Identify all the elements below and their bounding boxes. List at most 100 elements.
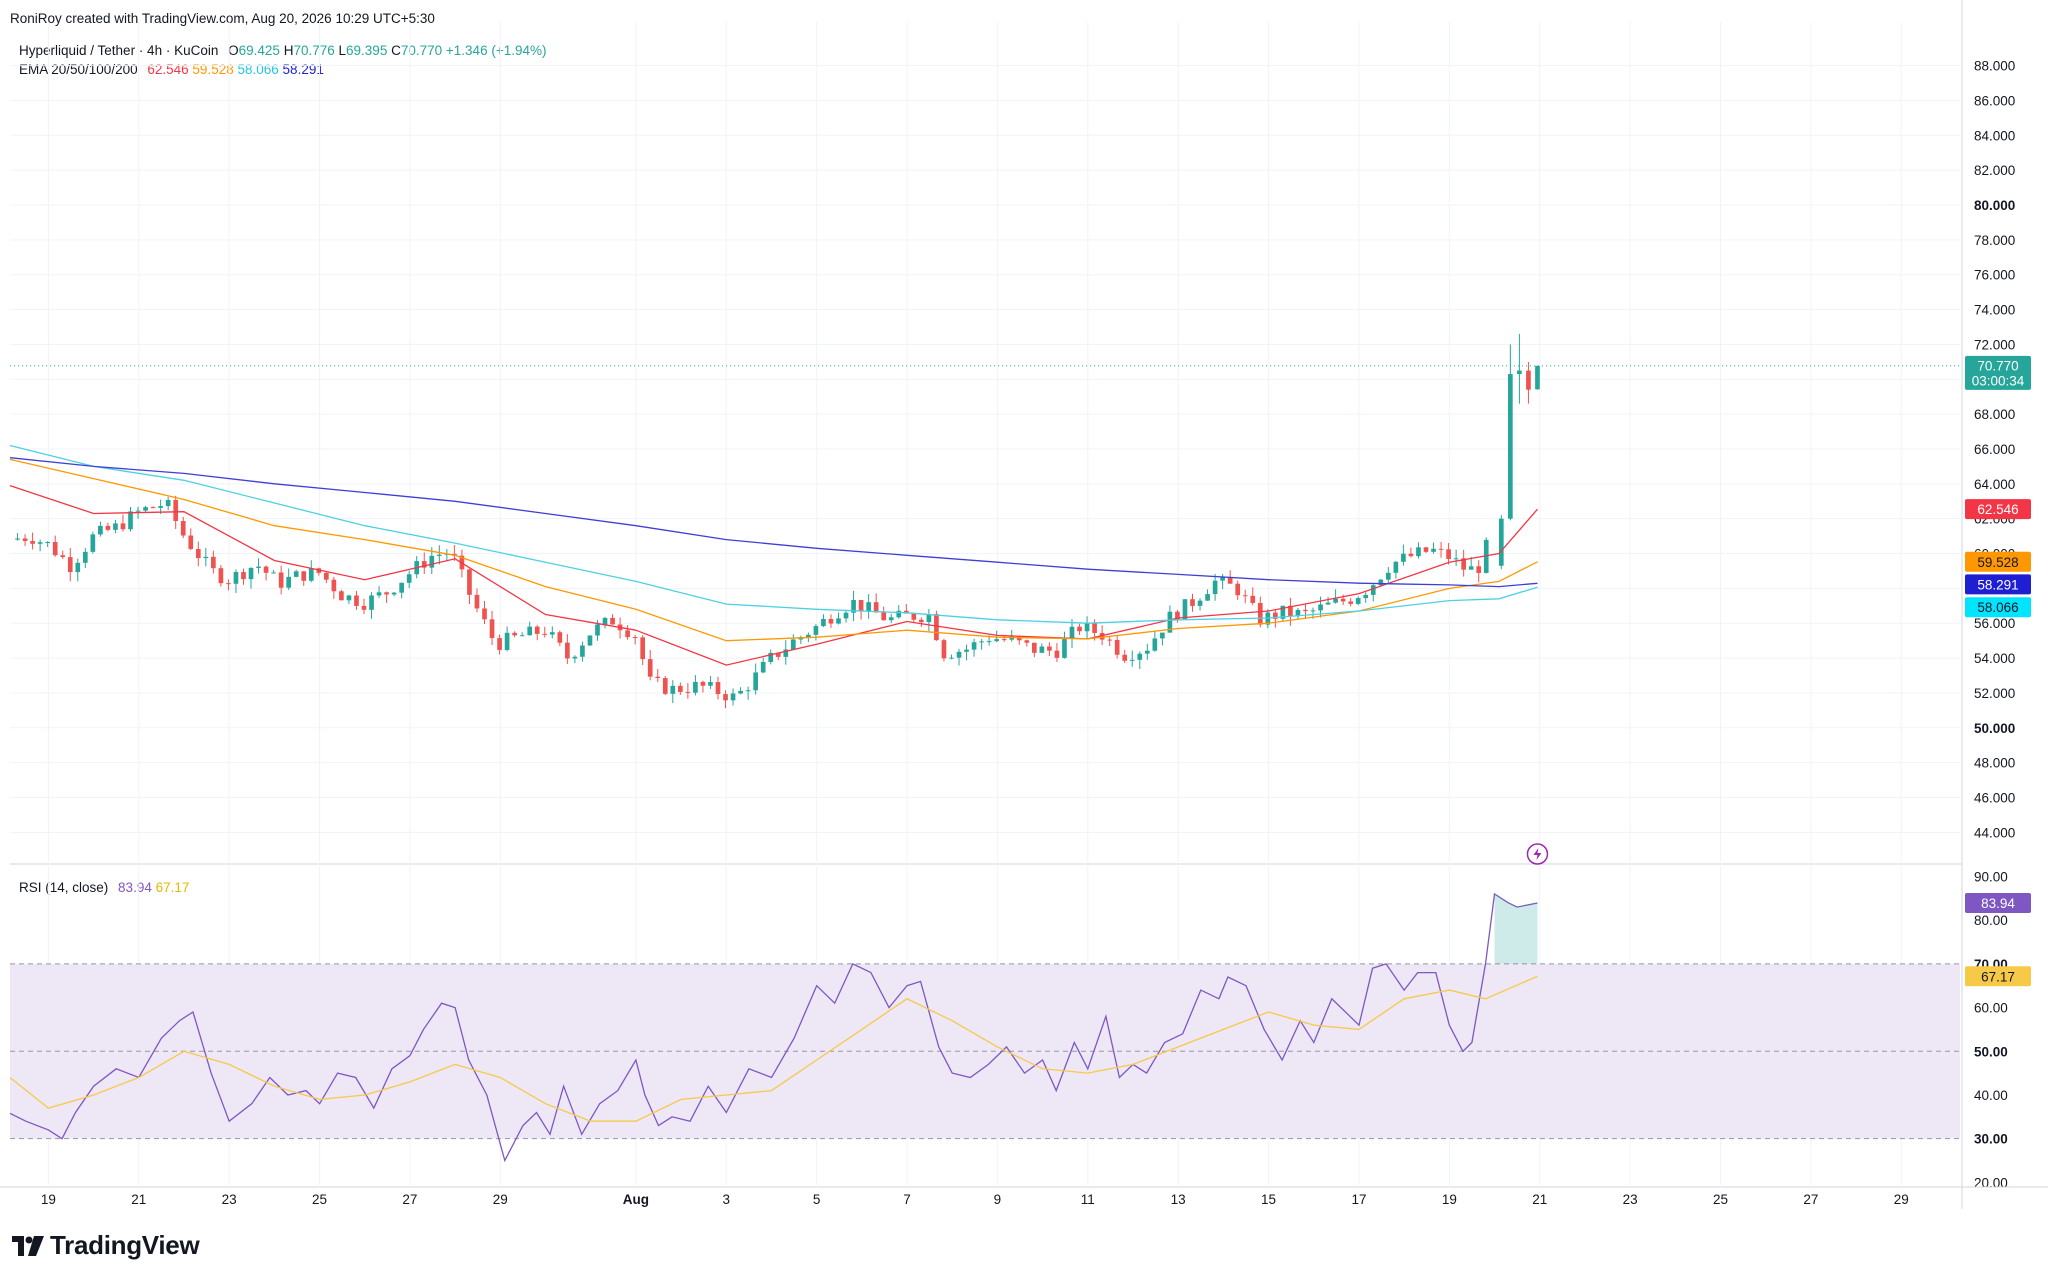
- candle-up[interactable]: [429, 555, 435, 568]
- candle-down[interactable]: [173, 499, 179, 521]
- candle-down[interactable]: [941, 640, 947, 659]
- candle-up[interactable]: [286, 576, 292, 588]
- ema50-line[interactable]: [9, 458, 1538, 642]
- candle-up[interactable]: [406, 574, 412, 583]
- candle-up[interactable]: [1280, 605, 1286, 619]
- candle-down[interactable]: [211, 556, 216, 569]
- candle-up[interactable]: [738, 690, 743, 694]
- candle-up[interactable]: [1378, 579, 1384, 586]
- candle-down[interactable]: [218, 568, 224, 584]
- candle-down[interactable]: [1242, 595, 1248, 597]
- candle-down[interactable]: [1054, 650, 1060, 658]
- candle-up[interactable]: [1431, 548, 1436, 552]
- chart-canvas[interactable]: 88.000 86.000 84.000 82.000 80.000 78.000 76.0…: [0, 0, 2048, 1225]
- candle-down[interactable]: [1107, 639, 1112, 641]
- candle-up[interactable]: [806, 634, 811, 638]
- candle-down[interactable]: [715, 682, 721, 695]
- candle-up[interactable]: [670, 685, 676, 694]
- candle-down[interactable]: [1122, 654, 1128, 661]
- candle-down[interactable]: [22, 538, 28, 542]
- candle-up[interactable]: [1310, 610, 1316, 612]
- candle-up[interactable]: [1212, 580, 1218, 595]
- candle-down[interactable]: [542, 633, 548, 635]
- candle-down[interactable]: [1227, 576, 1233, 584]
- candle-up[interactable]: [45, 541, 50, 543]
- candle-up[interactable]: [519, 635, 525, 637]
- candle-up[interactable]: [1220, 576, 1225, 581]
- candle-down[interactable]: [1438, 548, 1444, 550]
- candle-up[interactable]: [135, 510, 141, 512]
- candle-up[interactable]: [866, 602, 871, 612]
- candle-down[interactable]: [1288, 605, 1293, 617]
- candle-up[interactable]: [1182, 599, 1188, 620]
- candle-up[interactable]: [376, 592, 382, 596]
- candle-down[interactable]: [512, 632, 517, 636]
- candle-up[interactable]: [293, 571, 299, 577]
- candle-up[interactable]: [1508, 374, 1513, 519]
- candle-down[interactable]: [195, 548, 201, 559]
- candle-up[interactable]: [896, 610, 902, 618]
- candle-down[interactable]: [775, 652, 781, 657]
- candle-up[interactable]: [1205, 594, 1210, 601]
- candle-up[interactable]: [760, 661, 766, 673]
- candle-down[interactable]: [534, 626, 540, 634]
- candle-down[interactable]: [1446, 549, 1451, 560]
- candle-up[interactable]: [1197, 600, 1203, 606]
- candle-up[interactable]: [1498, 518, 1504, 566]
- candle-up[interactable]: [1325, 602, 1331, 605]
- candle-up[interactable]: [1069, 626, 1075, 640]
- candle-up[interactable]: [986, 641, 992, 643]
- candle-up[interactable]: [1129, 659, 1135, 661]
- candle-down[interactable]: [828, 618, 834, 624]
- candle-up[interactable]: [693, 681, 698, 693]
- candle-down[interactable]: [655, 676, 661, 679]
- candle-up[interactable]: [203, 556, 209, 559]
- candle-up[interactable]: [369, 595, 374, 610]
- candle-down[interactable]: [339, 591, 344, 601]
- candle-down[interactable]: [1348, 601, 1354, 604]
- candle-down[interactable]: [557, 632, 563, 643]
- candle-down[interactable]: [301, 571, 307, 581]
- candle-up[interactable]: [1295, 609, 1301, 617]
- candle-down[interactable]: [1024, 640, 1030, 643]
- candle-up[interactable]: [1318, 604, 1323, 611]
- candle-up[interactable]: [1167, 611, 1173, 633]
- rsi-ma-line[interactable]: [9, 975, 1538, 1122]
- candle-up[interactable]: [821, 618, 826, 627]
- candle-up[interactable]: [527, 626, 533, 636]
- candle-down[interactable]: [60, 555, 66, 558]
- candle-up[interactable]: [98, 525, 103, 535]
- candle-up[interactable]: [1370, 585, 1376, 595]
- candle-up[interactable]: [730, 693, 736, 701]
- candle-up[interactable]: [708, 682, 713, 686]
- candle-down[interactable]: [30, 541, 35, 544]
- candle-up[interactable]: [90, 534, 96, 552]
- candle-down[interactable]: [1114, 639, 1120, 655]
- candle-down[interactable]: [1047, 646, 1052, 651]
- candle-up[interactable]: [836, 618, 841, 624]
- candle-up[interactable]: [1416, 547, 1421, 557]
- candle-down[interactable]: [226, 583, 231, 585]
- candle-up[interactable]: [37, 542, 43, 544]
- candle-up[interactable]: [143, 507, 148, 511]
- candle-up[interactable]: [813, 626, 819, 635]
- candle-up[interactable]: [1483, 539, 1489, 573]
- candle-down[interactable]: [1092, 622, 1097, 633]
- candle-up[interactable]: [572, 656, 578, 659]
- candle-down[interactable]: [647, 659, 653, 677]
- candle-down[interactable]: [1273, 612, 1278, 619]
- candle-down[interactable]: [881, 612, 887, 621]
- candle-up[interactable]: [994, 639, 1000, 642]
- ema200-line[interactable]: [9, 457, 1538, 588]
- candle-down[interactable]: [1099, 632, 1105, 640]
- candle-up[interactable]: [1009, 636, 1015, 640]
- rsi-line[interactable]: [9, 892, 1538, 1163]
- candle-up[interactable]: [595, 624, 600, 636]
- candle-down[interactable]: [1408, 553, 1414, 557]
- candle-up[interactable]: [1333, 598, 1338, 603]
- candle-up[interactable]: [1385, 572, 1391, 580]
- symbol-name[interactable]: Hyperliquid / Tether · 4h · KuCoin: [19, 43, 219, 58]
- candle-up[interactable]: [113, 523, 118, 530]
- candle-down[interactable]: [1016, 636, 1022, 641]
- candle-down[interactable]: [1031, 642, 1037, 653]
